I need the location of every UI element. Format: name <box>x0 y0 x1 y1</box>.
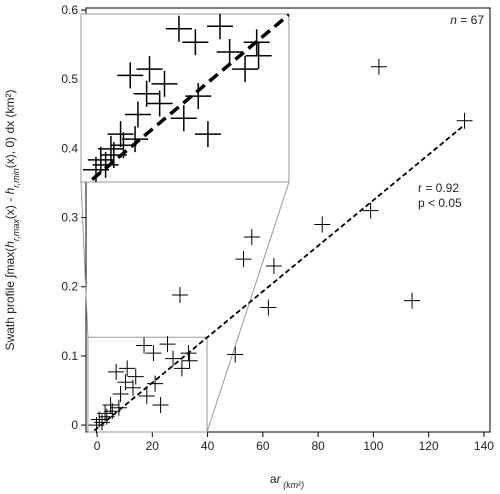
point <box>265 257 282 274</box>
inset-point <box>185 83 212 110</box>
x-tick-label: 20 <box>146 439 160 453</box>
point <box>243 228 260 245</box>
annotation-r: r = 0.92 <box>418 181 459 195</box>
inset-point <box>97 135 124 162</box>
point <box>171 287 188 304</box>
x-tick-label: 100 <box>363 439 383 453</box>
point <box>145 345 162 362</box>
label-part: r <box>277 472 282 486</box>
inset-point <box>170 105 197 132</box>
inset-point <box>87 146 114 173</box>
point <box>314 216 331 233</box>
inset-point <box>136 56 163 83</box>
label-part: (x), 0) dx (km²) <box>3 90 17 169</box>
label-part: a <box>270 472 277 486</box>
point <box>260 299 277 316</box>
inset-point <box>107 121 134 148</box>
point <box>102 397 119 414</box>
label-part: r,min <box>11 168 21 188</box>
y-tick-label: 0.6 <box>61 3 78 17</box>
point <box>127 368 144 385</box>
point <box>227 346 244 363</box>
annotation-n: n = 67 <box>450 13 484 27</box>
x-tick-label: 140 <box>474 439 494 453</box>
y-tick-label: 0.2 <box>61 280 78 294</box>
point <box>235 251 252 268</box>
point <box>136 337 153 354</box>
point <box>159 336 176 353</box>
annotation-p: p < 0.05 <box>418 196 462 210</box>
inset-point <box>232 56 259 83</box>
inset-point <box>124 101 151 128</box>
label-part: (x) - <box>3 194 17 219</box>
y-tick-label: 0.1 <box>61 349 78 363</box>
x-tick-label: 0 <box>94 439 101 453</box>
inset-point <box>110 132 137 159</box>
inset-point <box>151 70 178 97</box>
y-tick-label: 0 <box>71 418 78 432</box>
x-axis-label: ar (km²) <box>270 472 304 490</box>
point <box>147 375 164 392</box>
label-part: r,max <box>11 219 21 242</box>
point <box>104 403 121 420</box>
x-tick-label: 120 <box>419 439 439 453</box>
point <box>138 388 155 405</box>
inset-frame <box>80 13 290 183</box>
y-tick-label: 0.5 <box>61 72 78 86</box>
inset-point <box>243 29 270 56</box>
point <box>180 345 197 362</box>
point <box>456 112 473 129</box>
inset-point <box>117 62 144 89</box>
point <box>108 363 125 380</box>
point <box>404 292 421 309</box>
point <box>119 360 136 377</box>
inset-point <box>133 80 160 107</box>
inset <box>82 14 289 182</box>
inset-point <box>122 126 149 153</box>
point <box>152 397 169 414</box>
inset-point <box>165 15 192 42</box>
inset-point <box>194 121 221 148</box>
inset-point <box>182 29 209 56</box>
x-tick-label: 60 <box>256 439 270 453</box>
label-part: h <box>3 187 17 194</box>
point <box>173 360 190 377</box>
y-tick-label: 0.3 <box>61 211 78 225</box>
fit-line <box>93 124 466 432</box>
point <box>181 352 198 369</box>
plot-frame <box>85 7 491 433</box>
inset-point <box>82 156 109 182</box>
zoom-connector <box>80 181 89 338</box>
label-part: n <box>450 13 457 27</box>
point <box>370 58 387 75</box>
point <box>112 385 129 402</box>
x-tick-label: 80 <box>311 439 325 453</box>
inset-point <box>100 142 127 169</box>
inset-fit-line <box>90 14 289 181</box>
x-tick-label: 40 <box>201 439 215 453</box>
label-part: h <box>3 241 17 248</box>
inset-point <box>206 14 233 40</box>
point <box>124 379 141 396</box>
point <box>110 399 127 416</box>
inset-point <box>146 90 173 117</box>
y-tick-label: 0.4 <box>61 141 78 155</box>
inset-point <box>216 39 243 66</box>
label-part: (km²) <box>281 480 305 490</box>
zoom-connector <box>206 181 290 433</box>
inset-point <box>245 42 272 69</box>
point <box>165 350 182 367</box>
zoom-source-box <box>87 336 208 433</box>
label-part: Swath profile ∫max( <box>3 248 17 351</box>
y-axis-label: Swath profile ∫max(hr,max(x) - hr,min(x)… <box>3 90 21 351</box>
label-part: = 67 <box>457 13 484 27</box>
point <box>362 202 379 219</box>
